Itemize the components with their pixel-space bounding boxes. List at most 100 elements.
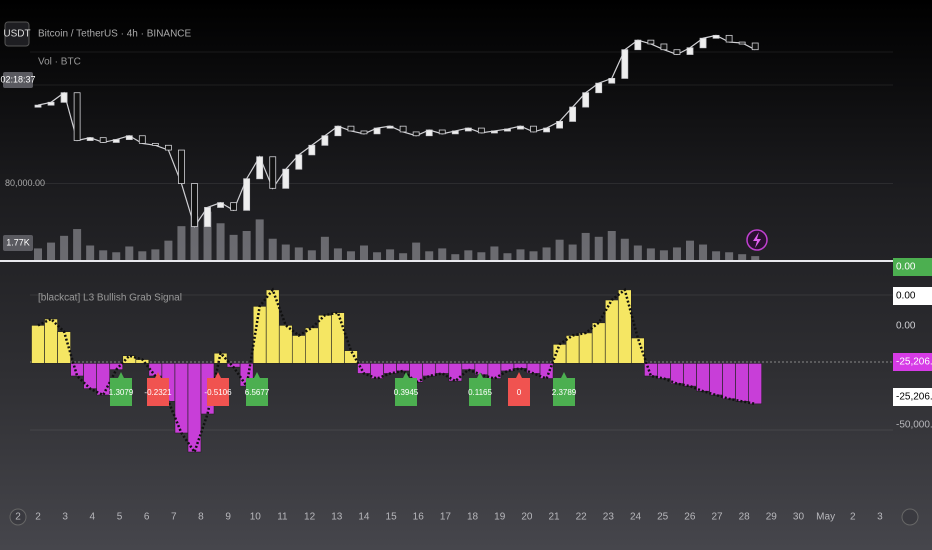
time-label: 29 [766, 512, 778, 523]
volume-bar [399, 253, 408, 260]
volume-bar [738, 254, 747, 260]
candle [451, 130, 459, 135]
candle [60, 92, 68, 103]
volume-bar [73, 229, 82, 260]
candle [490, 130, 498, 134]
time-label: 20 [521, 512, 533, 523]
candle [464, 127, 472, 132]
axis-label-box [893, 287, 932, 305]
osc-bar [344, 350, 358, 364]
candle [386, 125, 394, 129]
volume-bar [620, 238, 629, 260]
time-label: 14 [358, 512, 370, 523]
osc-bar [696, 363, 710, 392]
signal-label: -0.2321 [144, 388, 172, 397]
signal-box [147, 372, 169, 406]
time-label: 28 [739, 512, 751, 523]
osc-bar [461, 363, 476, 370]
osc-bar [735, 363, 749, 402]
volume-bar [477, 252, 486, 260]
volume-bar [346, 251, 355, 260]
volume-bar [112, 252, 121, 260]
candle [125, 135, 133, 140]
signal-box [395, 372, 417, 406]
osc-bar [722, 363, 736, 400]
volume-bar [659, 250, 668, 260]
candle [673, 49, 681, 55]
axis-label: -25,206.89 [896, 357, 932, 368]
time-label: 8 [198, 512, 204, 523]
candle [73, 92, 81, 141]
candle [556, 120, 563, 129]
currency-button[interactable] [4, 21, 30, 47]
volume-bar [60, 235, 69, 260]
volume-bar [333, 248, 342, 260]
axis-label: -50,000.00 [896, 420, 932, 431]
osc-bar [513, 363, 528, 369]
volume-bar [555, 239, 564, 260]
candle [204, 207, 211, 227]
candle [230, 202, 238, 211]
volume-bar [190, 216, 199, 260]
candle [751, 42, 759, 51]
candle [699, 37, 707, 49]
time-label: 26 [684, 512, 696, 523]
volume-bar [138, 251, 147, 260]
candle [412, 131, 420, 137]
osc-bar [44, 318, 58, 364]
volume-bar [451, 254, 460, 260]
volume-bar [712, 251, 721, 260]
volume-bar [320, 236, 329, 260]
signal-label: 0.1165 [468, 388, 492, 397]
time-label: 16 [413, 512, 425, 523]
volume-bar [307, 250, 316, 260]
candle [425, 129, 433, 137]
signal-label: 6.5677 [245, 388, 270, 397]
candle [34, 104, 42, 108]
candle [686, 47, 694, 55]
axis-label: 0.00 [896, 262, 916, 273]
candle [217, 202, 224, 208]
signal-box [110, 372, 132, 406]
candle [282, 168, 290, 189]
osc-bar [500, 363, 515, 372]
volume-bar [268, 238, 277, 260]
candle [621, 49, 629, 79]
time-label: 10 [250, 512, 262, 523]
candle [308, 144, 316, 156]
time-label: 25 [657, 512, 669, 523]
osc-bar [331, 312, 345, 364]
volume-bar [412, 242, 421, 260]
auto-scale-button[interactable] [901, 508, 919, 526]
time-label: 17 [440, 512, 452, 523]
volume-bar [725, 252, 734, 260]
osc-bar [657, 363, 671, 379]
candle [712, 34, 720, 39]
time-button[interactable] [9, 508, 27, 526]
time-label: 24 [630, 512, 642, 523]
volume-bar [229, 234, 238, 260]
signal-label: 0.3945 [394, 388, 419, 397]
signal-box [207, 372, 229, 406]
time-label: 15 [386, 512, 398, 523]
volume-bar [425, 251, 434, 260]
time-label: 11 [277, 512, 288, 523]
countdown-box [3, 72, 33, 88]
signal-box [508, 372, 530, 406]
time-label: 2 [850, 512, 856, 523]
osc-bar [617, 289, 632, 364]
time-label: 21 [548, 512, 560, 523]
volume-bar [151, 249, 160, 260]
candle [504, 128, 511, 132]
candle [530, 125, 537, 133]
volume-bar [86, 245, 95, 260]
candle [347, 125, 355, 132]
volume-bar [216, 223, 225, 260]
candle [373, 127, 381, 135]
volume-bar [464, 250, 473, 260]
candle [647, 39, 655, 45]
volume-bar [529, 251, 538, 260]
volume-bar [177, 226, 186, 260]
time-label: 3 [62, 512, 68, 523]
